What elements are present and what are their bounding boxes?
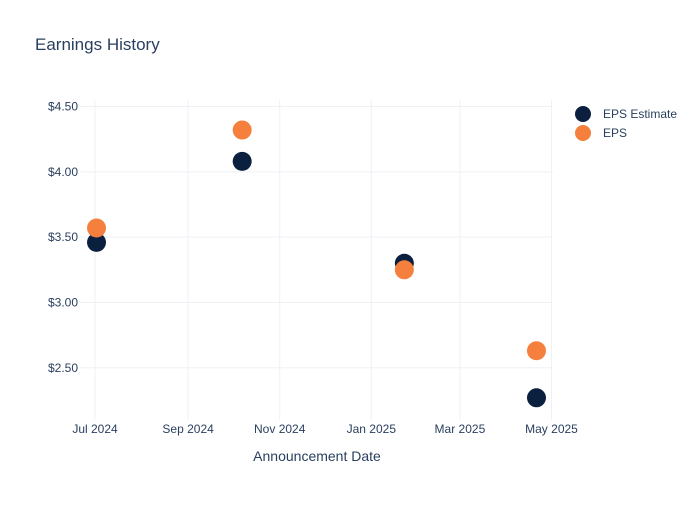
legend-label-eps-estimate[interactable]: EPS Estimate [603,107,677,121]
x-tick-label: May 2025 [525,422,578,436]
y-tick-label: $3.50 [48,230,78,244]
y-tick-label: $4.00 [48,165,78,179]
eps-estimate-point[interactable] [526,388,546,408]
legend[interactable]: EPS Estimate EPS [575,106,677,141]
chart-title: Earnings History [35,35,160,54]
x-axis-label: Announcement Date [253,448,381,464]
x-tick-label: Nov 2024 [254,422,306,436]
x-tick-label: Jul 2024 [72,422,118,436]
eps-point[interactable] [526,341,546,361]
y-tick-label: $2.50 [48,361,78,375]
y-tick-label: $3.00 [48,295,78,309]
y-tick-label: $4.50 [48,100,78,114]
x-tick-label: Jan 2025 [347,422,397,436]
y-axis-ticks: $2.50 $3.00 $3.50 $4.00 $4.50 [48,100,78,375]
eps-estimate-point[interactable] [232,151,252,171]
eps-point[interactable] [87,218,107,238]
x-tick-label: Sep 2024 [162,422,214,436]
legend-label-eps[interactable]: EPS [603,126,627,140]
x-tick-label: Mar 2025 [435,422,486,436]
data-points [87,120,546,408]
eps-point[interactable] [232,120,252,140]
grid-layer [80,100,553,420]
x-axis-ticks: Jul 2024 Sep 2024 Nov 2024 Jan 2025 Mar 2025… [72,422,578,436]
eps-point[interactable] [394,260,414,280]
legend-marker-eps[interactable] [575,125,591,141]
eps-estimate-point[interactable] [87,232,107,252]
legend-marker-eps-estimate[interactable] [575,106,591,122]
